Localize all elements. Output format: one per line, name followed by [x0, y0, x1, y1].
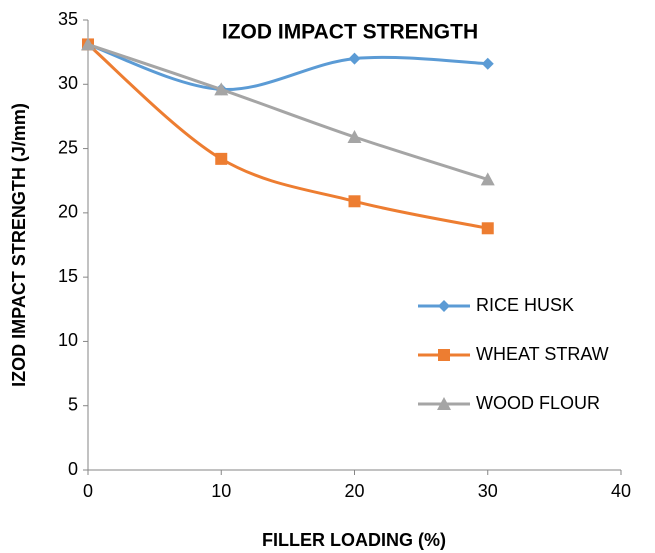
point-marker: [347, 130, 362, 143]
series-line: [87, 43, 488, 91]
y-tick-label: 35: [58, 9, 78, 29]
x-tick-label: 40: [611, 481, 631, 501]
legend-marker: [437, 397, 451, 410]
y-axis-label: IZOD IMPACT STRENGTH (J/mm): [9, 103, 29, 387]
y-tick-label: 5: [68, 394, 78, 414]
y-tick-label: 15: [58, 266, 78, 286]
chart-title: IZOD IMPACT STRENGTH: [222, 21, 478, 44]
x-tick-label: 30: [478, 481, 498, 501]
point-marker: [348, 195, 361, 208]
series-line: [87, 43, 489, 181]
legend-label: WOOD FLOUR: [476, 393, 600, 413]
y-tick-label: 30: [58, 73, 78, 93]
legend-marker: [438, 300, 450, 312]
x-tick-label: 20: [344, 481, 364, 501]
point-marker: [215, 152, 228, 165]
x-axis-label: FILLER LOADING (%): [262, 530, 446, 550]
x-tick-label: 0: [83, 481, 93, 501]
point-marker: [481, 57, 494, 70]
x-tick-label: 10: [211, 481, 231, 501]
y-tick-label: 20: [58, 202, 78, 222]
point-marker: [348, 52, 361, 65]
legend-label: WHEAT STRAW: [476, 344, 609, 364]
series-line: [87, 43, 489, 230]
point-marker: [481, 222, 494, 235]
y-tick-label: 0: [68, 459, 78, 479]
y-tick-label: 10: [58, 330, 78, 350]
point-marker: [480, 172, 495, 186]
point-marker: [81, 37, 95, 51]
point-marker: [214, 82, 229, 96]
legend-marker: [438, 349, 450, 361]
y-tick-label: 25: [58, 137, 78, 157]
legend-label: RICE HUSK: [476, 295, 574, 315]
